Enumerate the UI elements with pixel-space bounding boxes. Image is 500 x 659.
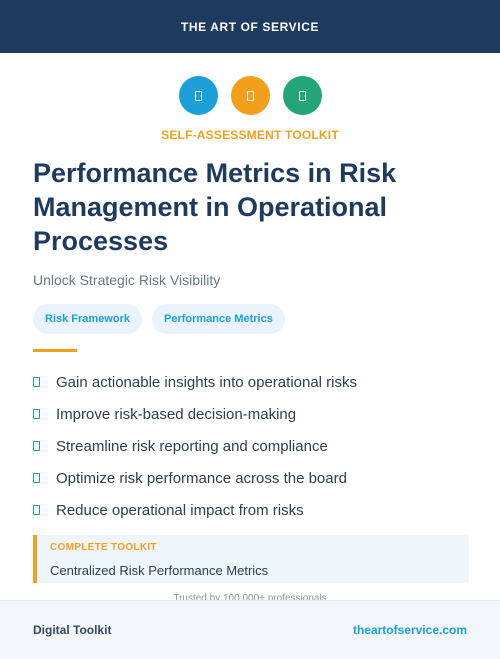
icon-row [0, 76, 500, 115]
benefit-text: Reduce operational impact from risks [56, 501, 304, 519]
website-link[interactable]: theartofservice.com [352, 623, 467, 637]
tag-performance-metrics: Performance Metrics [151, 304, 285, 334]
benefit-text: Gain actionable insights into operationa… [56, 373, 358, 391]
document-icon [282, 76, 322, 115]
toolkit-kicker: SELF-ASSESSMENT TOOLKIT [161, 128, 339, 142]
benefit-text: Improve risk-based decision-making [56, 405, 297, 423]
benefit-text: Streamline risk reporting and compliance [56, 437, 328, 455]
footer: Digital Toolkit theartofservice.com [0, 600, 500, 659]
check-icon [33, 473, 40, 483]
callout-text: Centralized Risk Performance Metrics [50, 563, 269, 578]
tag-list: Risk Framework Performance Metrics [33, 304, 285, 334]
check-icon [33, 505, 40, 515]
trusted-note: Trusted by 100,000+ professionals [173, 593, 327, 602]
brand-name: THE ART OF SERVICE [180, 19, 320, 34]
page-subtitle: Unlock Strategic Risk Visibility [33, 272, 221, 288]
check-icon [33, 409, 40, 419]
page-title: Performance Metrics in Risk Management i… [33, 158, 397, 256]
list-item: Optimize risk performance across the boa… [33, 462, 357, 494]
tag-risk-framework: Risk Framework [33, 304, 142, 334]
toolkit-callout: COMPLETE TOOLKIT Centralized Risk Perfor… [33, 535, 469, 583]
footer-label: Digital Toolkit [33, 623, 112, 637]
list-item: Reduce operational impact from risks [33, 494, 357, 526]
callout-label: COMPLETE TOOLKIT [50, 542, 157, 553]
document-icon [178, 76, 218, 115]
benefit-list: Gain actionable insights into operationa… [33, 366, 357, 526]
benefit-text: Optimize risk performance across the boa… [56, 469, 347, 487]
accent-divider [33, 349, 77, 352]
check-icon [33, 441, 40, 451]
check-icon [33, 377, 40, 387]
list-item: Improve risk-based decision-making [33, 398, 357, 430]
document-icon [230, 76, 270, 115]
list-item: Gain actionable insights into operationa… [33, 366, 357, 398]
list-item: Streamline risk reporting and compliance [33, 430, 357, 462]
top-banner: THE ART OF SERVICE [0, 0, 500, 53]
